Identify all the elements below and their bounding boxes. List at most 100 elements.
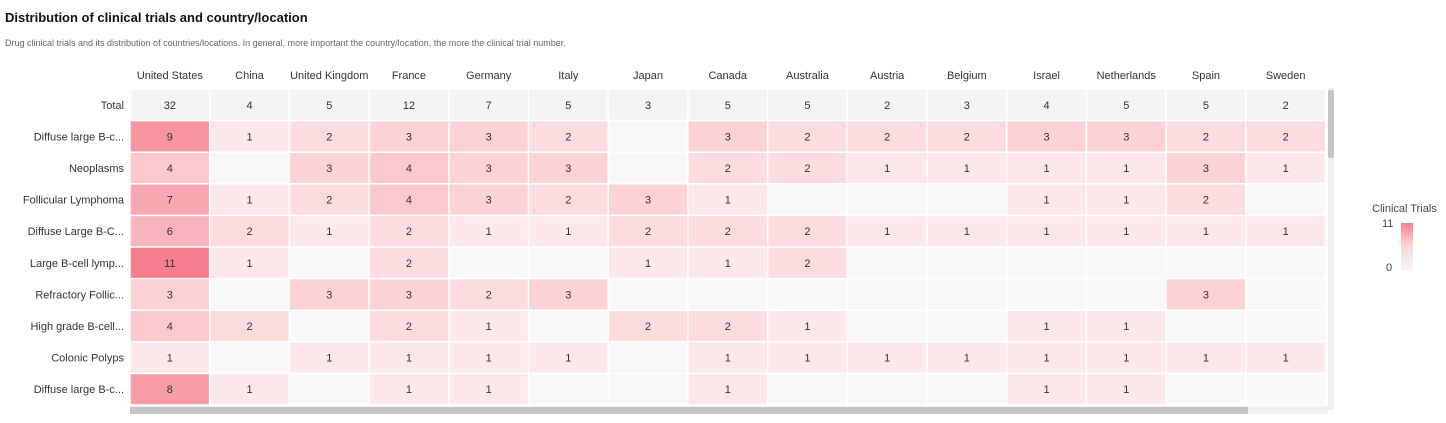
heatmap-cell[interactable]	[529, 248, 607, 278]
cell-value: 1	[884, 226, 890, 238]
cell-value: 2	[1203, 195, 1209, 207]
heatmap-cell[interactable]	[848, 279, 926, 309]
cell-value: 1	[1123, 353, 1129, 365]
heatmap-cell[interactable]	[290, 374, 368, 404]
cell-value: 1	[804, 321, 810, 333]
heatmap-cell[interactable]	[290, 248, 368, 278]
cell-value: 1	[326, 353, 332, 365]
heatmap-cell[interactable]	[529, 374, 607, 404]
cell-value: 1	[725, 384, 731, 396]
heatmap-cell[interactable]	[928, 311, 1006, 341]
heatmap-cell[interactable]	[1167, 311, 1245, 341]
cell-value: 1	[246, 384, 252, 396]
cell-value: 3	[406, 131, 412, 143]
cell-value: 1	[1203, 226, 1209, 238]
cell-value: 3	[1203, 289, 1209, 301]
heatmap-cell[interactable]	[768, 185, 846, 215]
heatmap-cell[interactable]	[210, 343, 288, 373]
heatmap-cell[interactable]	[1087, 279, 1165, 309]
cell-value: 3	[486, 163, 492, 175]
cell-value: 1	[725, 258, 731, 270]
cell-value: 1	[1123, 226, 1129, 238]
heatmap-cell[interactable]	[609, 153, 687, 183]
horizontal-scrollbar-thumb[interactable]	[130, 407, 1248, 414]
heatmap-cell[interactable]	[1247, 185, 1325, 215]
column-header: Austria	[870, 70, 905, 82]
heatmap-cell[interactable]	[1087, 248, 1165, 278]
cell-value: 1	[884, 163, 890, 175]
row-label[interactable]: Refractory Follic...	[35, 289, 124, 301]
heatmap-cell[interactable]	[1247, 248, 1325, 278]
cell-value: 4	[1043, 100, 1049, 112]
cell-value: 1	[964, 353, 970, 365]
cell-value: 1	[964, 163, 970, 175]
row-label[interactable]: Total	[101, 100, 124, 112]
heatmap-cell[interactable]	[768, 374, 846, 404]
heatmap-cell[interactable]	[928, 185, 1006, 215]
column-header: France	[392, 70, 426, 82]
cell-value: 2	[884, 100, 890, 112]
column-header: Sweden	[1266, 70, 1306, 82]
row-label[interactable]: Diffuse large B-c...	[34, 384, 124, 396]
cell-value: 1	[486, 384, 492, 396]
heatmap-cell[interactable]	[210, 279, 288, 309]
heatmap-cell[interactable]	[609, 279, 687, 309]
cell-value: 3	[326, 289, 332, 301]
heatmap-cell[interactable]	[1247, 374, 1325, 404]
heatmap-cell[interactable]	[450, 248, 528, 278]
horizontal-scrollbar[interactable]	[130, 406, 1328, 414]
row-label[interactable]: Diffuse large B-c...	[34, 131, 124, 143]
cell-value: 1	[1283, 163, 1289, 175]
cell-value: 1	[1123, 384, 1129, 396]
vertical-scrollbar[interactable]	[1328, 88, 1334, 410]
heatmap-cell[interactable]	[1247, 279, 1325, 309]
heatmap-cell[interactable]	[290, 311, 368, 341]
heatmap-cell[interactable]	[768, 279, 846, 309]
heatmap-cell[interactable]	[609, 374, 687, 404]
cell-value: 1	[1283, 226, 1289, 238]
row-label[interactable]: Diffuse Large B-C...	[28, 226, 124, 238]
cell-value: 2	[964, 131, 970, 143]
heatmap-cell[interactable]	[928, 279, 1006, 309]
cell-value: 2	[246, 321, 252, 333]
heatmap-cell[interactable]	[689, 279, 767, 309]
heatmap-cell[interactable]	[1247, 311, 1325, 341]
cell-value: 5	[326, 100, 332, 112]
cell-value: 2	[246, 226, 252, 238]
legend-min-label: 0	[1386, 262, 1392, 274]
heatmap-cell[interactable]	[210, 153, 288, 183]
cell-value: 4	[167, 163, 173, 175]
heatmap-cell[interactable]	[848, 248, 926, 278]
cell-value: 2	[645, 226, 651, 238]
cell-value: 2	[645, 321, 651, 333]
row-label[interactable]: High grade B-cell...	[30, 321, 124, 333]
heatmap-cell[interactable]	[1007, 279, 1085, 309]
heatmap-cell[interactable]	[1007, 248, 1085, 278]
heatmap-cell[interactable]	[928, 374, 1006, 404]
cell-value: 3	[645, 100, 651, 112]
cell-value: 2	[406, 321, 412, 333]
row-label[interactable]: Follicular Lymphoma	[23, 195, 125, 207]
row-label[interactable]: Colonic Polyps	[51, 353, 124, 365]
cell-value: 3	[1203, 163, 1209, 175]
cell-value: 4	[167, 321, 173, 333]
row-label[interactable]: Large B-cell lymp...	[30, 258, 124, 270]
column-header: Australia	[786, 70, 830, 82]
row-label[interactable]: Neoplasms	[69, 163, 125, 175]
cell-value: 5	[1203, 100, 1209, 112]
heatmap-cell[interactable]	[928, 248, 1006, 278]
heatmap-cell[interactable]	[1167, 248, 1245, 278]
heatmap-cell[interactable]	[848, 374, 926, 404]
vertical-scrollbar-thumb[interactable]	[1328, 90, 1334, 158]
heatmap-cell[interactable]	[1167, 374, 1245, 404]
cell-value: 1	[964, 226, 970, 238]
cell-value: 2	[804, 226, 810, 238]
cell-value: 1	[167, 353, 173, 365]
cell-value: 1	[326, 226, 332, 238]
heatmap-cell[interactable]	[848, 311, 926, 341]
heatmap-cell[interactable]	[848, 185, 926, 215]
heatmap-cell[interactable]	[609, 343, 687, 373]
heatmap-cell[interactable]	[609, 121, 687, 151]
heatmap-cell[interactable]	[529, 311, 607, 341]
cell-value: 2	[804, 131, 810, 143]
